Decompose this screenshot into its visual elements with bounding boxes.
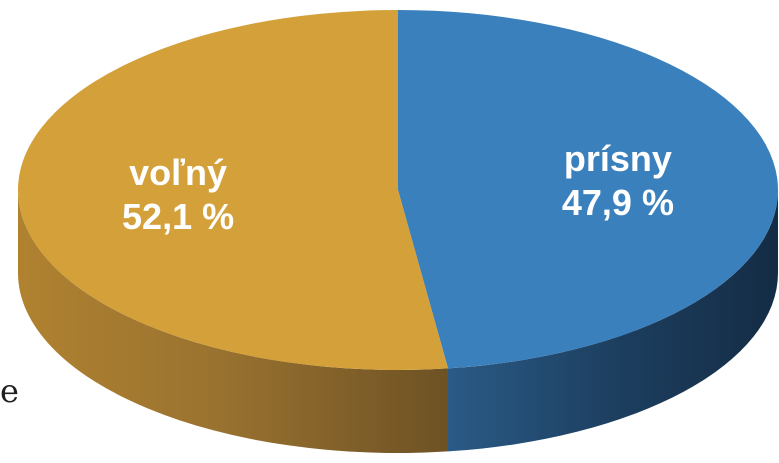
pie-slice-volny xyxy=(17,10,448,370)
edge-text: e xyxy=(0,372,19,410)
pie-slice-prisny xyxy=(398,10,778,369)
slice-label-volny: voľný xyxy=(129,152,227,193)
pie-sides xyxy=(18,190,779,453)
pie-side-volny xyxy=(18,190,448,453)
pie-tops xyxy=(17,10,778,370)
slice-value-volny: 52,1 % xyxy=(122,196,234,237)
pie-side-prisny xyxy=(447,190,779,452)
slice-value-prisny: 47,9 % xyxy=(562,182,674,223)
slice-label-prisny: prísny xyxy=(564,138,672,179)
